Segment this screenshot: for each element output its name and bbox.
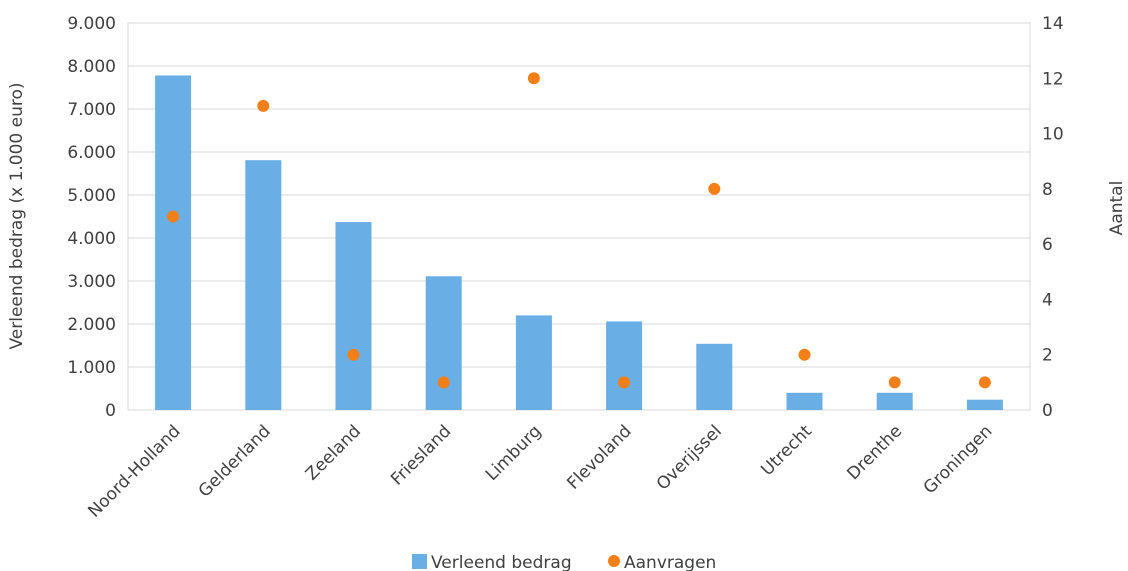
category-label: Gelderland [195, 421, 275, 501]
category-label: Limburg [482, 421, 546, 485]
bar [876, 392, 913, 410]
y-tick-label: 6.000 [67, 143, 116, 163]
category-label: Groningen [920, 421, 997, 498]
bar [786, 392, 823, 410]
bar [335, 222, 372, 410]
category-label: Utrecht [757, 421, 816, 480]
dots [167, 72, 991, 389]
right-axis-ticks: 0 2 4 6 8 10 12 14 [1042, 14, 1064, 421]
y-tick-label: 3.000 [67, 272, 116, 292]
category-label: Flevoland [563, 421, 635, 493]
y2-axis-title: Aantal [1107, 181, 1127, 236]
dot [978, 376, 991, 389]
legend-dot-swatch [608, 555, 620, 567]
bar [696, 343, 733, 410]
y2-tick-label: 14 [1042, 14, 1064, 34]
y2-tick-label: 10 [1042, 125, 1064, 145]
dot [798, 348, 811, 361]
y-axis-title: Verleend bedrag (x 1.000 euro) [7, 82, 27, 349]
y-tick-label: 8.000 [67, 57, 116, 77]
dot [527, 72, 540, 85]
category-label: Zeeland [302, 421, 365, 484]
legend-bar-label: Verleend bedrag [431, 553, 572, 571]
left-axis-ticks: 0 1.000 2.000 3.000 4.000 5.000 6.000 7.000 8.00… [67, 14, 116, 421]
bar [606, 321, 643, 410]
y-tick-label: 1.000 [67, 358, 116, 378]
y-tick-label: 5.000 [67, 186, 116, 206]
bar [245, 160, 282, 410]
y2-tick-label: 2 [1042, 346, 1053, 366]
y-tick-label: 0 [105, 401, 116, 421]
y2-tick-label: 12 [1042, 69, 1064, 89]
dot [347, 348, 360, 361]
y-tick-label: 2.000 [67, 315, 116, 335]
bars [155, 75, 1003, 411]
category-labels: Noord-Holland Gelderland Zeeland Friesland L… [84, 421, 996, 521]
dot [257, 99, 270, 112]
category-label: Friesland [387, 421, 455, 489]
y-tick-label: 9.000 [67, 14, 116, 34]
legend: Verleend bedrag Aanvragen [412, 553, 716, 571]
dot [437, 376, 450, 389]
dot [708, 182, 721, 195]
bar [966, 399, 1003, 410]
bar [155, 75, 192, 411]
dot [888, 376, 901, 389]
legend-bar-swatch [412, 554, 427, 569]
dot [167, 210, 180, 223]
y-tick-label: 7.000 [67, 100, 116, 120]
category-label: Noord-Holland [84, 421, 184, 521]
y2-tick-label: 0 [1042, 401, 1053, 421]
y2-tick-label: 8 [1042, 180, 1053, 200]
legend-dot-label: Aanvragen [624, 553, 716, 571]
bar [425, 276, 462, 410]
bar [515, 315, 552, 410]
y2-tick-label: 4 [1042, 290, 1053, 310]
category-label: Drenthe [843, 421, 906, 484]
dot [618, 376, 631, 389]
y2-tick-label: 6 [1042, 235, 1053, 255]
y-tick-label: 4.000 [67, 229, 116, 249]
category-label: Overijssel [653, 421, 726, 494]
